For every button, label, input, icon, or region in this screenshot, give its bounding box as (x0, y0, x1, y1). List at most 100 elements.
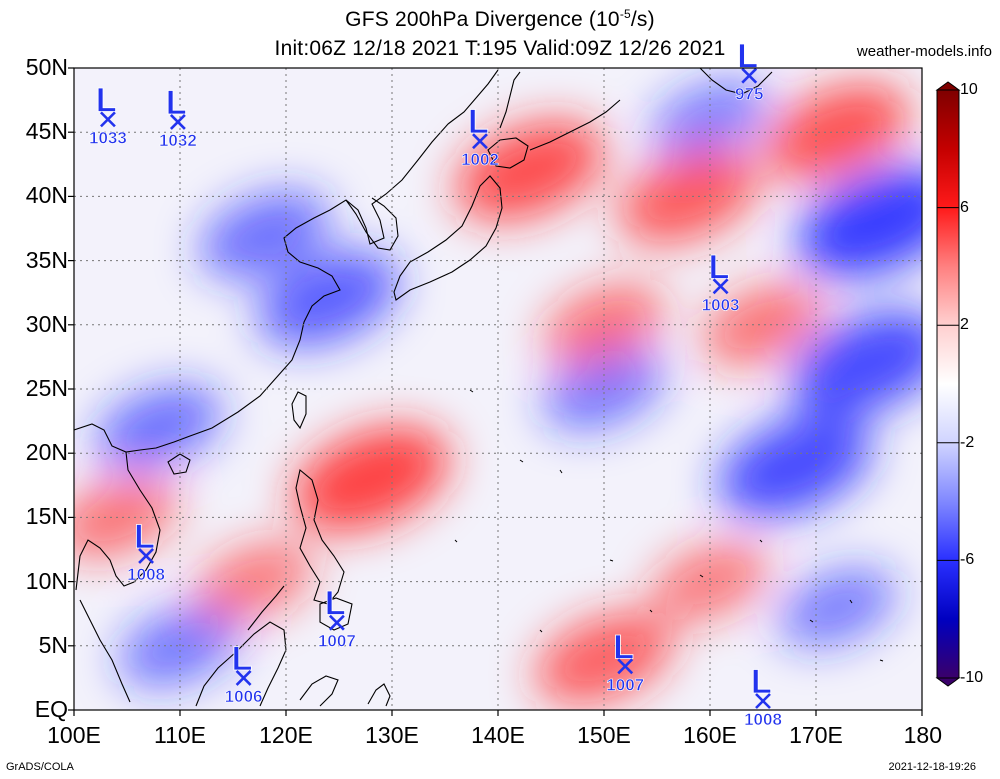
convergence-central-north (651, 79, 769, 160)
low-pressure-center (169, 114, 186, 130)
low-pressure-value: 1008 (127, 565, 165, 584)
low-pressure-letter: L (468, 103, 489, 141)
latitude-label: 40N (25, 182, 68, 209)
latitude-label: 15N (25, 503, 68, 530)
convergence-east-band-20n (718, 414, 871, 518)
low-pressure-marker: L 1008 (744, 663, 782, 730)
low-pressure-value: 1008 (744, 710, 782, 729)
low-pressure-marker: L 975 (735, 37, 764, 104)
low-pressure-letter: L (737, 38, 758, 76)
low-pressure-marker: L 1008 (127, 518, 165, 585)
low-pressure-center (472, 133, 488, 150)
colorbar-body (936, 89, 960, 679)
colorbar-ticks (937, 89, 959, 679)
low-pressure-letter: L (232, 640, 253, 678)
latitude-label: 45N (25, 118, 68, 145)
low-pressure-letter: L (166, 84, 187, 122)
latitude-label: 35N (25, 246, 68, 273)
map-subtitle: Init:06Z 12/18 2021 T:195 Valid:09Z 12/2… (274, 37, 726, 60)
latitude-label: 50N (25, 54, 68, 80)
low-pressure-value: 1002 (461, 150, 499, 169)
low-pressure-letter: L (325, 585, 346, 623)
hainan-coast (167, 453, 191, 475)
colorbar-top-arrow (935, 81, 961, 91)
source-site: weather-models.info (856, 43, 992, 60)
low-pressure-letter: L (96, 81, 117, 119)
longitude-label: 170E (789, 722, 843, 748)
low-pressure-value: 975 (735, 85, 763, 104)
latitude-label: 25N (25, 375, 68, 401)
latitude-label: 10N (25, 567, 68, 594)
convergence-west-band (96, 385, 222, 470)
low-pressure-center (712, 278, 729, 295)
divergence-east-30n (702, 283, 824, 366)
low-pressure-marker: L 1007 (606, 628, 644, 695)
convergence-far-east-27n (791, 310, 922, 416)
low-pressure-marker: L 1033 (89, 81, 127, 148)
latitude-label: EQ (34, 696, 68, 722)
title-part-1: GFS 200hPa Divergence (10 (345, 8, 620, 31)
sakhalin-coast (499, 71, 521, 129)
footer-software: GrADS/COLA (6, 761, 74, 773)
colorbar (935, 81, 961, 687)
pacific-islands (454, 389, 884, 662)
longitude-label: 150E (577, 722, 631, 748)
longitude-label: 180 (903, 722, 942, 748)
longitude-label: 120E (259, 722, 313, 748)
longitude-label: 140E (471, 722, 525, 748)
longitude-label: 110E (153, 722, 206, 748)
kamchatka-coast (699, 68, 773, 95)
longitude-label: 160E (683, 722, 737, 748)
colorbar-bottom-arrow (935, 677, 961, 687)
low-pressure-marker: L 1002 (461, 103, 499, 170)
taiwan-coast (291, 391, 307, 430)
korea-coast (345, 197, 399, 251)
low-pressure-center (138, 548, 154, 564)
low-pressure-letter: L (751, 663, 772, 701)
grid-lines (74, 68, 922, 710)
low-pressure-value: 1007 (606, 675, 644, 694)
title-part-2: /s) (630, 8, 655, 31)
divergence-north-pacific-160e (618, 149, 760, 244)
longitude-label: 130E (365, 722, 419, 748)
borneo-coast (195, 621, 287, 707)
low-pressure-marker: L 1007 (318, 584, 356, 651)
low-pressure-center (100, 111, 116, 128)
low-pressure-center (235, 669, 252, 686)
coastlines (74, 68, 884, 707)
low-pressure-center (328, 614, 345, 631)
strong-convergence-east-asia (258, 251, 399, 347)
malay-coast (79, 599, 131, 703)
convergence-far-east-45n (797, 167, 922, 278)
latitude-label: 5N (38, 631, 68, 658)
map-title: GFS 200hPa Divergence (10-5/s) (0, 7, 1000, 32)
low-pressure-value: 1007 (318, 632, 356, 651)
latitude-label: 30N (25, 310, 68, 337)
low-pressure-value: 1033 (89, 128, 127, 147)
palawan-coast (247, 585, 285, 631)
new-guinea-coast (367, 683, 391, 707)
low-pressure-value: 1032 (159, 131, 197, 150)
low-pressure-value: 1006 (225, 687, 263, 706)
low-pressure-marker: L 1006 (224, 640, 263, 707)
axis-ticks (68, 67, 923, 716)
colorbar-label: 10 (960, 81, 978, 98)
low-pressure-marker: L 1003 (701, 248, 740, 315)
convergence-korea-china (200, 191, 330, 279)
mindanao-coast (319, 597, 353, 631)
hokkaido-coast (487, 137, 529, 169)
divergence-equatorial-150e (535, 612, 673, 705)
low-pressure-value: 1003 (702, 295, 740, 314)
sulawesi-coast (299, 675, 339, 707)
low-pressure-letter: L (134, 518, 155, 556)
convergence-equatorial-east (778, 567, 897, 648)
low-pressure-center (617, 658, 634, 675)
japan-coast (393, 175, 503, 301)
kuril-islands (529, 99, 621, 151)
low-pressure-center (741, 67, 758, 84)
low-pressure-center (755, 693, 771, 709)
low-pressure-marker: L 1032 (159, 84, 197, 151)
low-pressure-letter: L (613, 628, 634, 666)
